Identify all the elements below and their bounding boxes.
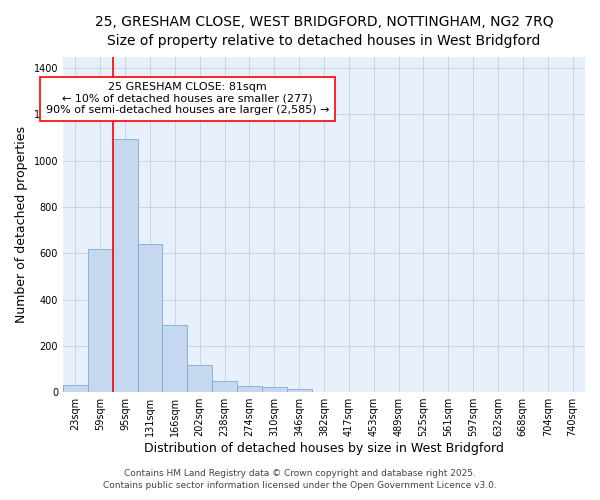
- Bar: [237, 386, 262, 392]
- X-axis label: Distribution of detached houses by size in West Bridgford: Distribution of detached houses by size …: [144, 442, 504, 455]
- Bar: [212, 380, 237, 392]
- Bar: [88, 248, 113, 392]
- Bar: [262, 388, 287, 392]
- Bar: [63, 385, 88, 392]
- Title: 25, GRESHAM CLOSE, WEST BRIDGFORD, NOTTINGHAM, NG2 7RQ
Size of property relative: 25, GRESHAM CLOSE, WEST BRIDGFORD, NOTTI…: [95, 15, 553, 48]
- Y-axis label: Number of detached properties: Number of detached properties: [15, 126, 28, 323]
- Bar: [137, 244, 163, 392]
- Text: 25 GRESHAM CLOSE: 81sqm
← 10% of detached houses are smaller (277)
90% of semi-d: 25 GRESHAM CLOSE: 81sqm ← 10% of detache…: [46, 82, 329, 116]
- Bar: [287, 388, 311, 392]
- Bar: [187, 366, 212, 392]
- Bar: [163, 325, 187, 392]
- Bar: [113, 138, 137, 392]
- Text: Contains HM Land Registry data © Crown copyright and database right 2025.
Contai: Contains HM Land Registry data © Crown c…: [103, 468, 497, 490]
